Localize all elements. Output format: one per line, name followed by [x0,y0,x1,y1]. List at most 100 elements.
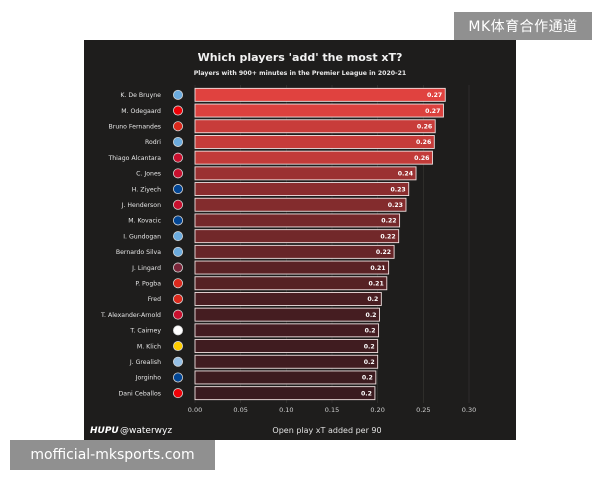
bar-row: T. Cairney 0.2 [129,323,380,338]
value-label: 0.27 [427,92,442,99]
bar-row: I. Gundogan 0.22 [123,229,400,244]
bar-row: Bernardo Silva 0.22 [116,244,395,259]
bar-row: Bruno Fernandes 0.26 [109,119,436,134]
value-label: 0.26 [416,139,431,146]
bar-row: K. De Bruyne 0.27 [120,87,446,102]
value-label: 0.2 [367,296,378,303]
x-axis-ticks: 0.00 0.05 0.10 0.15 0.20 0.25 0.30 [188,406,476,414]
value-label: 0.27 [425,108,440,115]
value-label: 0.21 [370,265,385,272]
bar [194,354,379,369]
bar-row: C. Jones 0.24 [136,166,417,181]
value-label: 0.22 [381,218,396,225]
bar [194,213,401,228]
player-label: C. Jones [136,171,161,178]
value-label: 0.21 [369,280,384,287]
player-label: Rodri [145,139,161,146]
bar [194,276,388,291]
value-label: 0.2 [364,343,375,350]
chart-subtitle: Players with 900+ minutes in the Premier… [194,70,406,77]
arsenal-badge-icon [173,105,184,116]
manchester-united-badge-icon [173,293,184,304]
player-label: H. Ziyech [132,186,161,193]
value-label: 0.26 [414,155,429,162]
xt-bar-chart: Which players 'add' the most xT? Players… [90,51,476,436]
bar [194,182,410,197]
bar-row: J. Henderson 0.23 [121,197,407,212]
bar [194,323,380,338]
leeds-badge-icon [173,341,184,352]
x-tick-label: 0.00 [188,406,202,414]
value-label: 0.22 [380,233,395,240]
player-label: J. Henderson [121,202,161,209]
bar-row: Jorginho 0.2 [135,370,377,385]
player-label: M. Klich [137,343,161,350]
x-tick-label: 0.30 [462,406,476,414]
x-tick-label: 0.25 [416,406,430,414]
value-label: 0.22 [376,249,391,256]
liverpool-badge-icon [173,152,184,163]
liverpool-badge-icon [173,168,184,179]
bar [194,150,433,165]
bar-row: M. Odegaard 0.27 [121,103,444,118]
player-label: Dani Ceballos [119,390,161,397]
player-label: K. De Bruyne [120,92,161,99]
player-label: J. Lingard [131,265,161,272]
value-label: 0.23 [390,186,405,193]
player-label: I. Gundogan [123,233,161,240]
player-label: Bruno Fernandes [109,123,161,130]
value-label: 0.2 [361,390,372,397]
value-label: 0.23 [388,202,403,209]
player-label: Fred [148,296,161,303]
bar [194,370,377,385]
bar [194,244,395,259]
author-handle: @waterwyz [120,426,172,436]
player-label: M. Kovacic [128,218,161,225]
player-label: J. Grealish [129,359,161,366]
value-label: 0.24 [398,171,414,178]
player-label: Bernardo Silva [116,249,161,256]
x-tick-label: 0.15 [325,406,339,414]
manchester-city-badge-icon [173,89,184,100]
manchester-city-badge-icon [173,231,184,242]
value-label: 0.2 [364,359,375,366]
watermark-bottom: mofficial-mksports.com [10,440,215,470]
bar-row: Thiago Alcantara 0.26 [107,150,433,165]
player-label: Thiago Alcantara [107,155,161,162]
bar [194,291,382,306]
manchester-city-badge-icon [173,136,184,147]
bar-row: T. Alexander-Arnold 0.2 [100,307,380,322]
value-label: 0.2 [366,312,377,319]
bar [194,307,380,322]
bar [194,386,376,401]
bar-row: M. Klich 0.2 [137,339,379,353]
player-label: Jorginho [135,375,162,382]
bar-row: Rodri 0.26 [145,134,435,149]
fulham-badge-icon [173,325,184,336]
west-ham-badge-icon [173,262,184,273]
chelsea-badge-icon [173,372,184,383]
bar-row: Fred 0.2 [148,291,382,306]
liverpool-badge-icon [173,199,184,210]
bar-row: Dani Ceballos 0.2 [119,386,376,401]
manchester-united-badge-icon [173,121,184,132]
aston-villa-badge-icon [173,356,184,367]
arsenal-badge-icon [173,388,184,399]
bar [194,119,436,134]
bar [194,103,444,118]
bar [194,197,407,212]
chelsea-badge-icon [173,215,184,226]
x-axis-label: Open play xT added per 90 [272,426,381,435]
value-label: 0.2 [365,328,376,335]
player-label: T. Cairney [129,328,161,335]
player-label: M. Odegaard [121,108,161,115]
bar-row: H. Ziyech 0.23 [132,182,410,197]
bar [194,166,417,181]
value-label: 0.26 [417,123,432,130]
bar-row: J. Lingard 0.21 [131,260,390,275]
bar-row: P. Pogba 0.21 [135,276,388,291]
chart-panel: Which players 'add' the most xT? Players… [84,40,516,440]
manchester-united-badge-icon [173,278,184,289]
bar-row: J. Grealish 0.2 [129,354,379,369]
bar [194,134,435,149]
